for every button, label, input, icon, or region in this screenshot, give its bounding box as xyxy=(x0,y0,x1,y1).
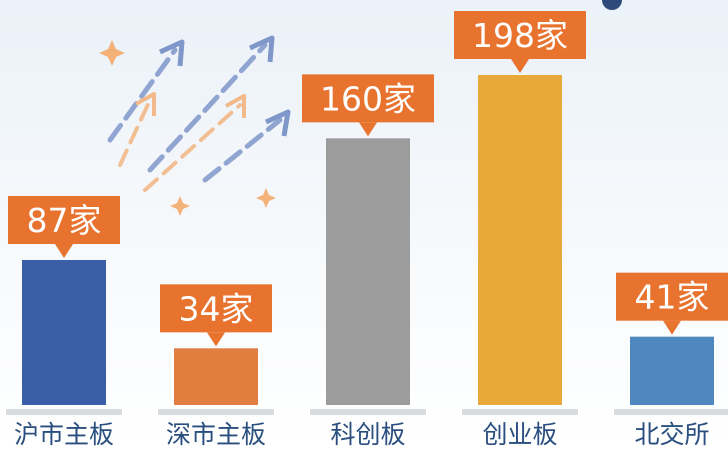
corner-dot-icon xyxy=(602,0,622,10)
callout-box xyxy=(160,284,272,333)
category-label: 科创板 xyxy=(330,420,405,449)
category-underline xyxy=(614,409,728,415)
bar-2 xyxy=(174,348,258,405)
value-callout-3: 160家 xyxy=(302,74,434,137)
bar-1 xyxy=(22,260,106,405)
bar-value-label: 198家 xyxy=(472,16,568,55)
category-label: 创业板 xyxy=(482,420,557,449)
callout-pointer xyxy=(207,332,225,347)
category-underline xyxy=(6,409,122,415)
callout-box xyxy=(616,272,728,321)
callout-pointer xyxy=(55,244,73,258)
bar-value-label: 41家 xyxy=(635,278,710,317)
category-underline xyxy=(158,409,274,415)
value-callout-4: 198家 xyxy=(454,11,586,73)
bar-3 xyxy=(326,138,410,406)
callout-box xyxy=(302,74,434,123)
bar-value-label: 34家 xyxy=(179,289,254,328)
value-callout-5: 41家 xyxy=(616,272,728,335)
category-label: 北交所 xyxy=(634,420,709,449)
callout-pointer xyxy=(663,320,681,335)
bar-value-label: 160家 xyxy=(320,79,416,118)
value-callout-2: 34家 xyxy=(160,284,272,347)
callout-box xyxy=(8,196,120,244)
category-underline xyxy=(310,409,426,415)
value-callouts-layer: 87家 34家 160家 198家 41家 xyxy=(8,11,728,347)
bar-5 xyxy=(630,336,714,405)
callout-box xyxy=(454,11,586,59)
bar-value-label: 87家 xyxy=(27,201,102,240)
rising-arrows-decoration xyxy=(99,0,622,216)
bar-4 xyxy=(478,75,562,405)
category-label: 深市主板 xyxy=(166,420,266,449)
category-underline xyxy=(462,409,578,415)
category-labels-layer: 沪市主板 深市主板 科创板 创业板 北交所 xyxy=(6,409,728,449)
callout-pointer xyxy=(511,59,529,73)
callout-pointer xyxy=(359,122,377,137)
value-callout-1: 87家 xyxy=(8,196,120,258)
bars-layer xyxy=(22,75,714,406)
category-label: 沪市主板 xyxy=(14,420,114,449)
